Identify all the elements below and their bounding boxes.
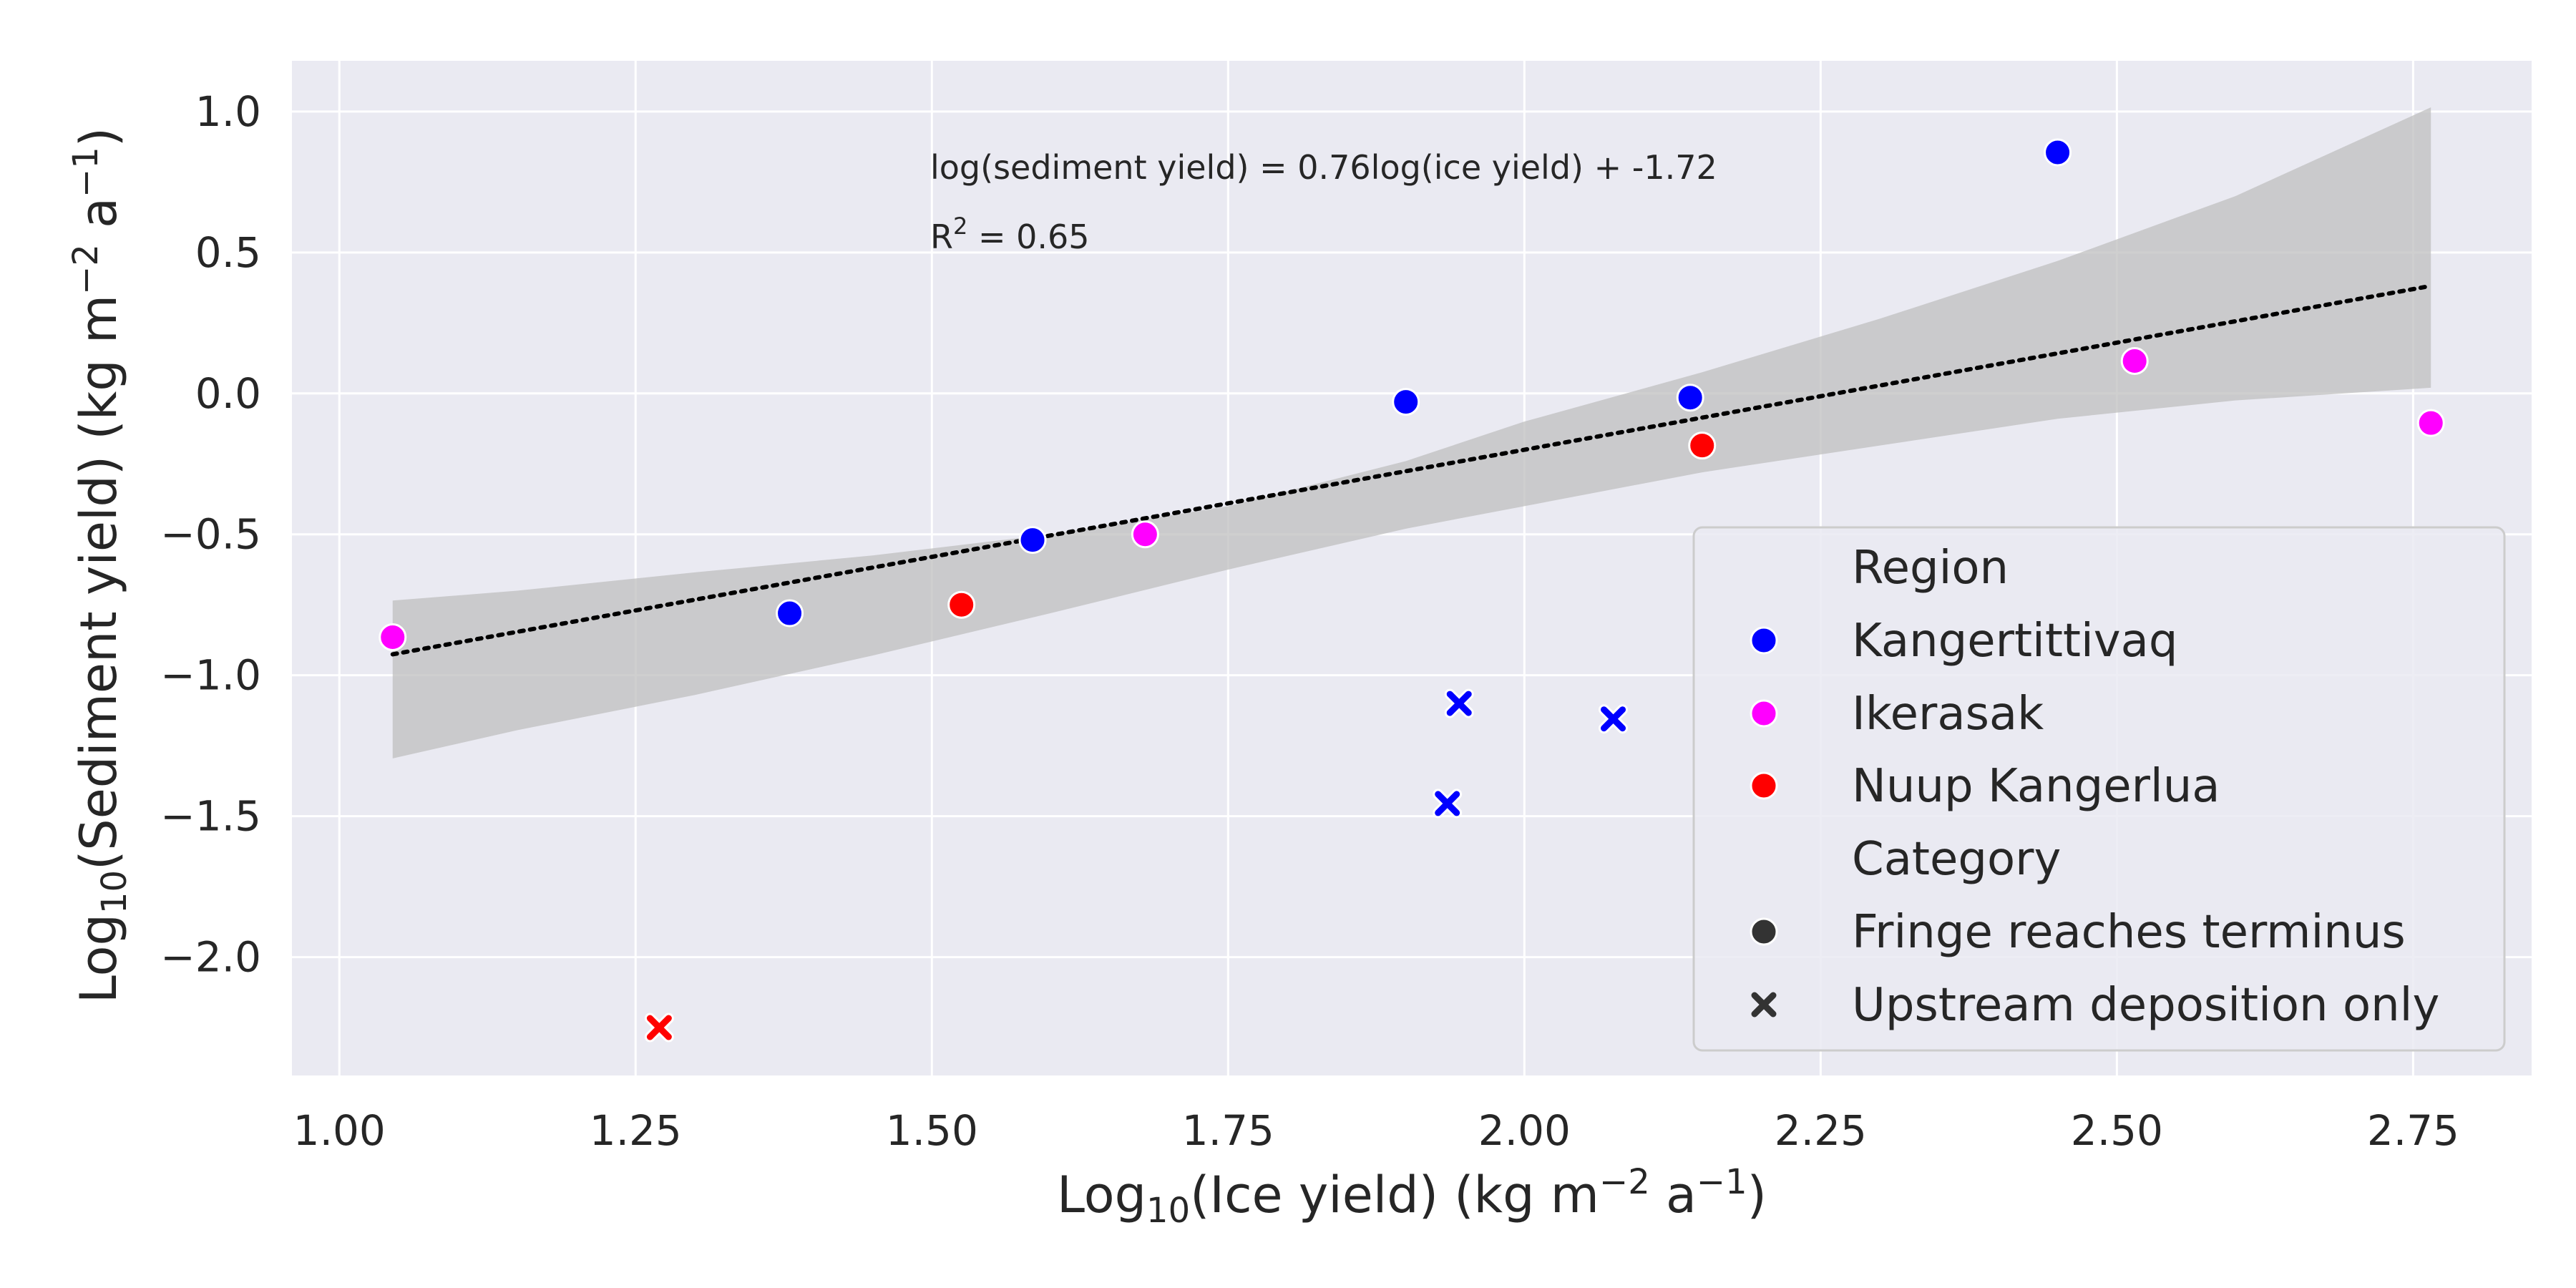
legend-marker-upstream	[1751, 992, 1777, 1018]
legend-marker-kangertittivaq	[1750, 626, 1778, 655]
y-axis-label: Log10(Sediment yield) (kg m−2 a−1)	[66, 127, 135, 1003]
data-points	[379, 138, 2445, 1043]
x-tick-label: 2.50	[2071, 1106, 2163, 1155]
x-tick-label: 2.00	[1478, 1106, 1571, 1155]
data-point-kangertittivaq	[776, 599, 804, 628]
x-tick-labels: 1.00 1.25 1.50 1.75 2.00 2.25 2.50 2.75	[293, 1106, 2459, 1155]
data-point-x-kangertittivaq	[1599, 704, 1629, 734]
x-tick-label: 1.25	[590, 1106, 682, 1155]
legend: Region Kangertittivaq Ikerasak Nuup Kang…	[1692, 526, 2506, 1052]
regression-line	[390, 283, 2434, 657]
y-tick-labels: 1.0 0.5 0.0 −0.5 −1.0 −1.5 −2.0	[160, 87, 261, 982]
r-squared-annotation: R2 = 0.65	[930, 213, 1090, 256]
data-point-ikerasak	[2416, 409, 2445, 437]
data-point-ikerasak	[1131, 520, 1159, 549]
legend-marker-fringe	[1750, 917, 1778, 946]
x-tick-label: 1.00	[293, 1106, 386, 1155]
legend-category-title: Category	[1852, 833, 2061, 886]
legend-label-upstream: Upstream deposition only	[1852, 979, 2439, 1032]
data-point-nuup-kangerlua	[1688, 431, 1717, 460]
x-tick-label: 2.75	[2367, 1106, 2459, 1155]
y-tick-label: 0.0	[195, 369, 261, 418]
legend-marker-ikerasak	[1750, 699, 1778, 728]
y-tick-label: 0.5	[195, 228, 261, 277]
x-axis-label: Log10(Ice yield) (kg m−2 a−1)	[1057, 1162, 1767, 1231]
data-point-kangertittivaq	[1392, 388, 1420, 416]
data-point-ikerasak	[2120, 346, 2149, 375]
data-point-ikerasak	[379, 623, 407, 652]
legend-region-title: Region	[1852, 542, 2009, 595]
x-tick-label: 1.75	[1182, 1106, 1274, 1155]
data-point-x-kangertittivaq	[1444, 688, 1474, 718]
y-tick-label: −1.5	[160, 792, 261, 841]
confidence-band	[392, 107, 2431, 758]
x-tick-label: 1.50	[886, 1106, 978, 1155]
y-tick-label: 1.0	[195, 87, 261, 136]
data-point-x-kangertittivaq	[1433, 789, 1463, 819]
legend-label-ikerasak: Ikerasak	[1852, 688, 2044, 741]
data-point-kangertittivaq	[1018, 526, 1047, 555]
data-point-kangertittivaq	[2044, 138, 2072, 167]
fit-line	[390, 283, 2434, 657]
y-tick-label: −2.0	[160, 933, 261, 982]
data-point-kangertittivaq	[1676, 384, 1704, 412]
data-point-nuup-kangerlua	[947, 590, 976, 619]
legend-marker-nuup-kangerlua	[1750, 771, 1778, 800]
legend-label-kangertittivaq: Kangertittivaq	[1852, 615, 2178, 668]
legend-box	[1692, 526, 2506, 1052]
x-tick-label: 2.25	[1775, 1106, 1867, 1155]
y-tick-label: −1.0	[160, 651, 261, 700]
legend-label-fringe: Fringe reaches terminus	[1852, 906, 2406, 959]
confidence-band-area	[392, 107, 2431, 758]
legend-label-nuup-kangerlua: Nuup Kangerlua	[1852, 760, 2220, 813]
equation-annotation: log(sediment yield) = 0.76log(ice yield)…	[930, 148, 1717, 187]
data-point-x-nuup-kangerlua	[644, 1013, 674, 1043]
y-tick-label: −0.5	[160, 510, 261, 559]
